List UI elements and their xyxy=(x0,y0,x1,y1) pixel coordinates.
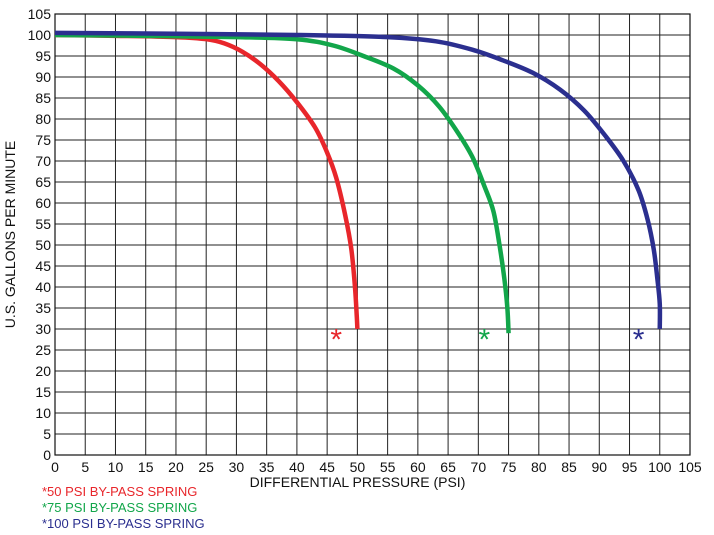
x-tick-label: 50 xyxy=(350,459,366,475)
y-tick-label: 10 xyxy=(35,405,51,421)
x-tick-label: 105 xyxy=(678,459,702,475)
y-tick-label: 70 xyxy=(35,153,51,169)
x-tick-label: 85 xyxy=(561,459,577,475)
x-tick-label: 35 xyxy=(259,459,275,475)
series-marker-asterisk: * xyxy=(633,323,645,356)
y-tick-label: 15 xyxy=(35,384,51,400)
x-tick-label: 100 xyxy=(648,459,672,475)
y-tick-label: 40 xyxy=(35,279,51,295)
x-axis-label: DIFFERENTIAL PRESSURE (PSI) xyxy=(250,474,466,490)
y-tick-label: 60 xyxy=(35,195,51,211)
x-tick-label: 60 xyxy=(410,459,426,475)
x-tick-label: 45 xyxy=(319,459,335,475)
y-tick-label: 65 xyxy=(35,174,51,190)
legend: *50 PSI BY-PASS SPRING *75 PSI BY-PASS S… xyxy=(42,484,205,531)
series-marker-asterisk: * xyxy=(479,323,491,356)
series-layer: * * * xyxy=(54,30,663,356)
x-tick-label: 0 xyxy=(51,459,59,475)
y-tick-label: 45 xyxy=(35,258,51,274)
x-tick-label: 70 xyxy=(471,459,487,475)
series-line-1 xyxy=(54,32,511,334)
y-tick-label: 55 xyxy=(35,216,51,232)
y-tick-label: 5 xyxy=(43,426,51,442)
x-tick-labels: 0 5 10 15 20 25 30 35 40 45 50 55 60 65 70 75 80 85 90 95 10… xyxy=(51,459,702,475)
y-tick-label: 0 xyxy=(43,447,51,463)
y-tick-label: 100 xyxy=(28,27,52,43)
y-tick-label: 50 xyxy=(35,237,51,253)
y-tick-label: 80 xyxy=(35,111,51,127)
x-tick-label: 25 xyxy=(198,459,214,475)
grid xyxy=(54,13,691,456)
y-tick-labels: 0 5 10 15 20 25 30 35 40 45 50 55 60 65 70 75 80 85 90 95 10… xyxy=(28,6,52,463)
x-tick-label: 15 xyxy=(138,459,154,475)
x-tick-label: 40 xyxy=(289,459,305,475)
y-tick-label: 95 xyxy=(35,48,51,64)
x-tick-label: 20 xyxy=(168,459,184,475)
x-tick-label: 90 xyxy=(591,459,607,475)
y-tick-label: 85 xyxy=(35,90,51,106)
legend-entry-100-psi: *100 PSI BY-PASS SPRING xyxy=(42,516,205,531)
y-axis-label: U.S. GALLONS PER MINUTE xyxy=(2,141,18,328)
x-tick-label: 10 xyxy=(108,459,124,475)
y-tick-label: 75 xyxy=(35,132,51,148)
y-tick-label: 90 xyxy=(35,69,51,85)
x-tick-label: 30 xyxy=(229,459,245,475)
x-tick-label: 5 xyxy=(81,459,89,475)
x-tick-label: 95 xyxy=(622,459,638,475)
plot-frame xyxy=(54,13,691,456)
series-marker-asterisk: * xyxy=(330,323,342,356)
y-tick-label: 30 xyxy=(35,321,51,337)
x-tick-label: 80 xyxy=(531,459,547,475)
x-tick-label: 65 xyxy=(440,459,456,475)
x-tick-label: 55 xyxy=(380,459,396,475)
y-tick-label: 105 xyxy=(28,6,52,22)
series-line-2 xyxy=(54,30,663,330)
y-tick-label: 20 xyxy=(35,363,51,379)
x-tick-label: 75 xyxy=(501,459,517,475)
y-tick-label: 35 xyxy=(35,300,51,316)
legend-entry-50-psi: *50 PSI BY-PASS SPRING xyxy=(42,484,197,499)
y-tick-label: 25 xyxy=(35,342,51,358)
legend-entry-75-psi: *75 PSI BY-PASS SPRING xyxy=(42,500,197,515)
